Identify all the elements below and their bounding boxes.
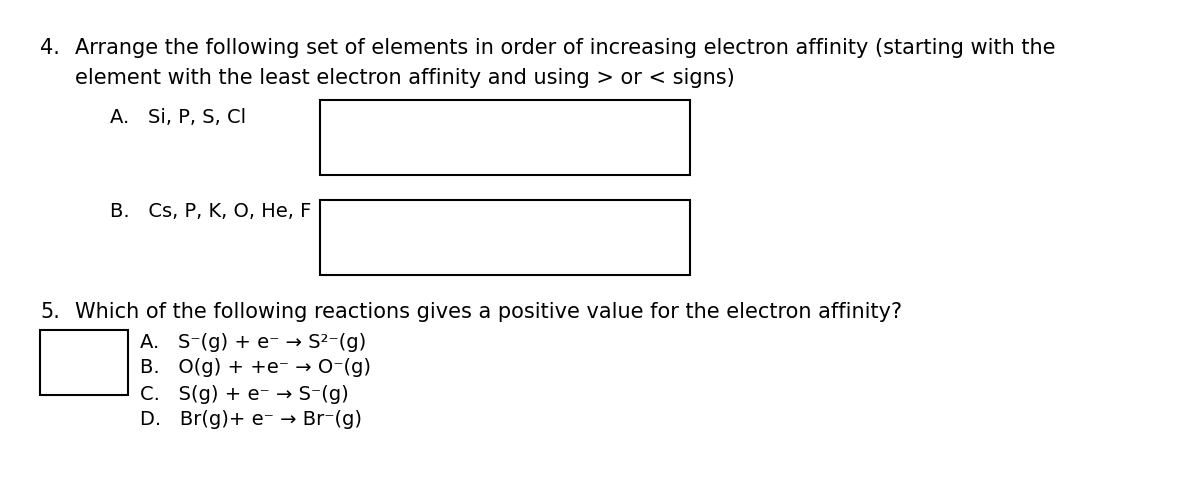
Text: B.   O(g) + +e⁻ → O⁻(g): B. O(g) + +e⁻ → O⁻(g) — [140, 358, 371, 377]
Text: B.   Cs, P, K, O, He, F: B. Cs, P, K, O, He, F — [110, 202, 311, 221]
Text: A.   S⁻(g) + e⁻ → S²⁻(g): A. S⁻(g) + e⁻ → S²⁻(g) — [140, 333, 366, 352]
Text: A.   Si, P, S, Cl: A. Si, P, S, Cl — [110, 108, 246, 127]
Text: C.   S(g) + e⁻ → S⁻(g): C. S(g) + e⁻ → S⁻(g) — [140, 385, 349, 404]
Text: 5.: 5. — [40, 302, 60, 322]
Text: 4.: 4. — [40, 38, 60, 58]
Text: D.   Br(g)+ e⁻ → Br⁻(g): D. Br(g)+ e⁻ → Br⁻(g) — [140, 410, 362, 429]
Text: Which of the following reactions gives a positive value for the electron affinit: Which of the following reactions gives a… — [74, 302, 902, 322]
Text: Arrange the following set of elements in order of increasing electron affinity (: Arrange the following set of elements in… — [74, 38, 1056, 58]
Text: element with the least electron affinity and using > or < signs): element with the least electron affinity… — [74, 68, 734, 88]
